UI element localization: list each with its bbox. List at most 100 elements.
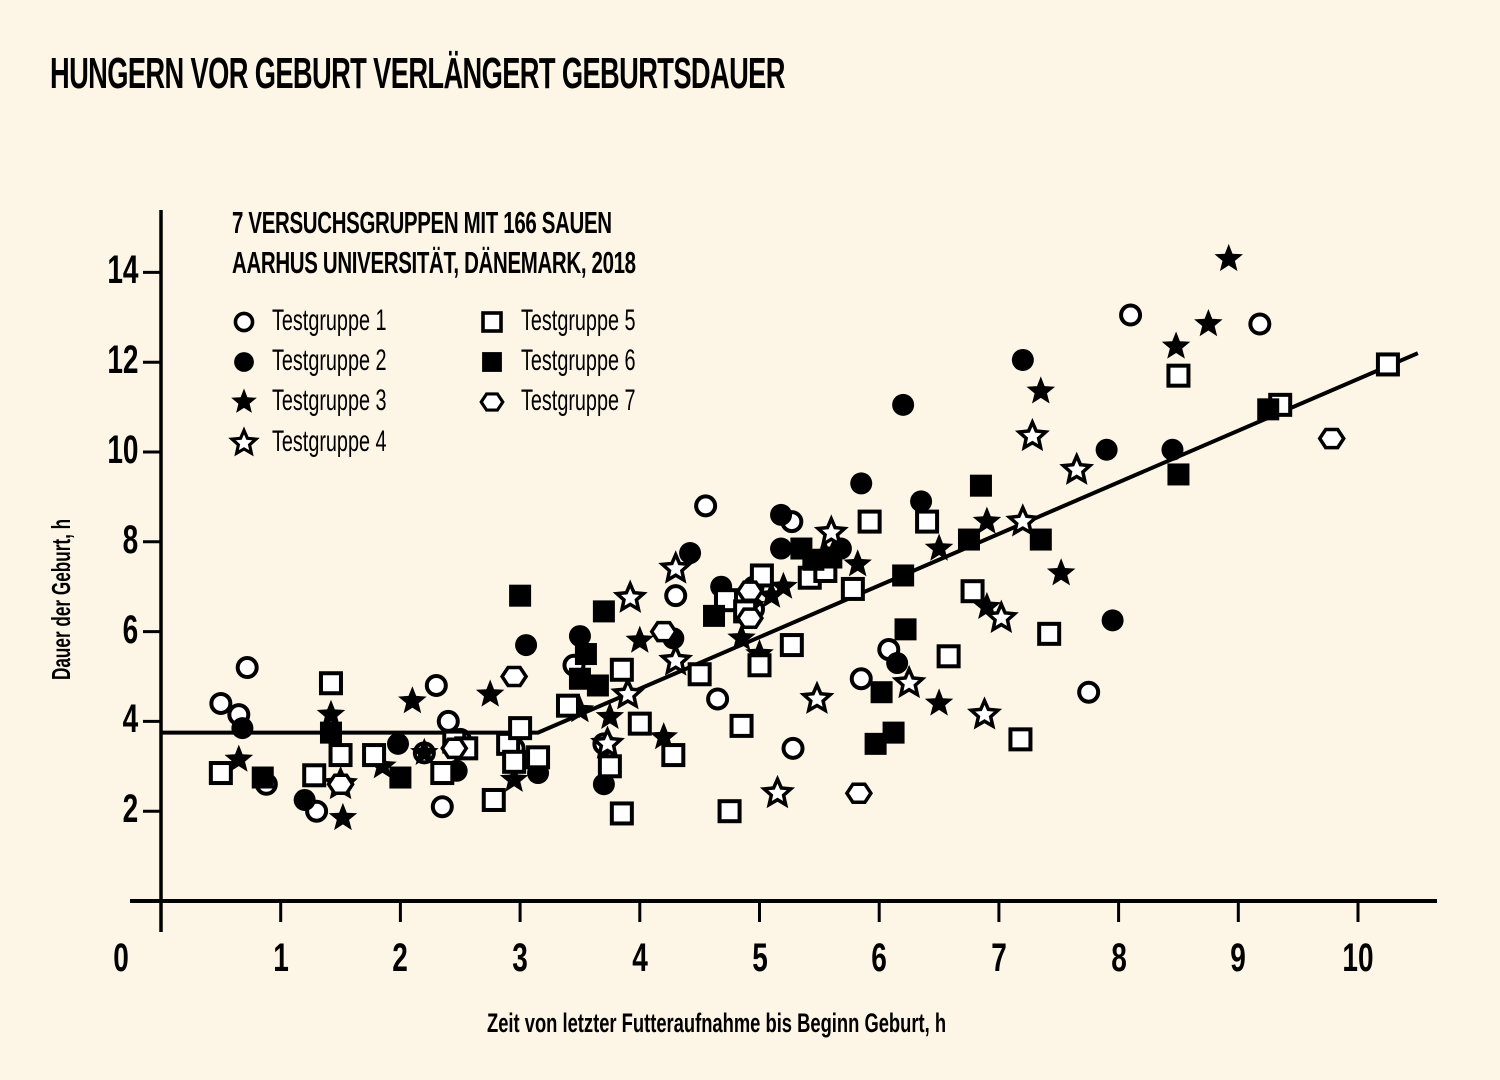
x-tick-label: 6 [871, 936, 887, 980]
data-point [781, 736, 805, 760]
data-point [526, 745, 551, 770]
data-point [1257, 398, 1280, 421]
data-point [957, 528, 980, 551]
data-point [1029, 528, 1052, 551]
data-point [318, 671, 343, 696]
data-point [649, 722, 678, 750]
data-point [972, 506, 1002, 534]
data-point [735, 580, 764, 602]
data-point [436, 709, 460, 733]
data-point [969, 474, 992, 497]
data-point [508, 716, 533, 741]
data-point [515, 634, 538, 657]
data-point [891, 664, 927, 699]
x-axis-label: Zeit von letzter Futteraufnahme bis Begi… [487, 1008, 947, 1038]
data-point [1317, 427, 1346, 450]
data-point [1046, 558, 1076, 586]
data-point [915, 509, 940, 534]
data-point [398, 686, 427, 714]
x-tick-label: 9 [1230, 936, 1247, 980]
data-point [843, 549, 872, 577]
data-point [802, 548, 825, 571]
x-tick-label: 1 [272, 936, 289, 980]
data-point [1161, 331, 1191, 359]
data-point [440, 737, 469, 760]
x-tick-label: 4 [632, 936, 648, 980]
data-point [499, 665, 529, 688]
data-point [892, 564, 915, 587]
y-tick-label: 12 [106, 338, 138, 383]
data-point [610, 676, 646, 710]
legend-label-group-7: Testgruppe 7 [521, 384, 636, 417]
y-tick-label: 8 [122, 517, 138, 562]
axes [130, 210, 1437, 932]
data-point [231, 717, 254, 740]
data-point [362, 743, 387, 768]
data-point [770, 537, 793, 560]
data-point [592, 773, 615, 796]
data-point [757, 580, 786, 608]
data-point [568, 667, 591, 690]
data-point [1059, 451, 1095, 485]
data-point [664, 584, 688, 608]
data-point [924, 688, 954, 716]
data-point [1194, 309, 1223, 337]
data-point [882, 721, 905, 744]
legend-marker-square-filled-icon [482, 352, 502, 372]
data-point [568, 625, 591, 648]
data-point [706, 687, 730, 711]
data-point [1077, 680, 1101, 704]
data-point [936, 644, 961, 669]
data-point [864, 732, 887, 755]
data-point [293, 788, 316, 811]
data-point [208, 761, 233, 786]
data-point [703, 604, 726, 627]
data-point [595, 701, 625, 729]
data-point [924, 533, 954, 561]
data-point [735, 607, 764, 629]
data-point [609, 657, 634, 682]
x-tick-label: 3 [512, 936, 528, 980]
legend-label-group-2: Testgruppe 2 [272, 344, 387, 377]
data-point [894, 618, 917, 641]
series-group-7 [326, 427, 1346, 805]
data-point [661, 743, 686, 768]
data-point [1026, 376, 1056, 404]
data-point [649, 620, 678, 643]
x-tick-label: 5 [751, 936, 768, 980]
series-group-2 [231, 348, 1184, 811]
data-point [850, 472, 873, 495]
data-point [590, 725, 625, 759]
legend-label-group-1: Testgruppe 1 [272, 304, 387, 337]
data-point [870, 681, 893, 704]
legend-label-group-3: Testgruppe 3 [272, 384, 387, 417]
data-point [892, 393, 915, 416]
data-point [502, 749, 527, 774]
data-point [410, 737, 439, 765]
series-group-6 [251, 398, 1280, 789]
data-point [759, 774, 796, 809]
data-point [586, 674, 609, 697]
legend-label-group-4: Testgruppe 4 [272, 425, 387, 458]
data-point [729, 713, 754, 738]
data-point [1214, 243, 1243, 272]
legend-label-group-6: Testgruppe 6 [521, 344, 636, 377]
data-point [387, 732, 410, 755]
data-point [316, 699, 346, 727]
data-point [592, 600, 615, 623]
data-point [302, 763, 327, 788]
data-point [1119, 303, 1143, 327]
data-point [727, 623, 756, 651]
data-point [1248, 312, 1272, 336]
data-point [820, 546, 843, 569]
trend-line [161, 351, 1419, 735]
data-point [658, 550, 694, 584]
data-point [627, 711, 652, 736]
legend-marker-square-open-icon [481, 311, 503, 333]
data-point [849, 667, 873, 691]
data-point [857, 509, 882, 534]
data-point [1167, 463, 1190, 486]
y-tick-label: 6 [122, 607, 138, 652]
chart-subtitle-line-2: AARHUS UNIVERSITÄT, DÄNEMARK, 2018 [232, 245, 636, 280]
